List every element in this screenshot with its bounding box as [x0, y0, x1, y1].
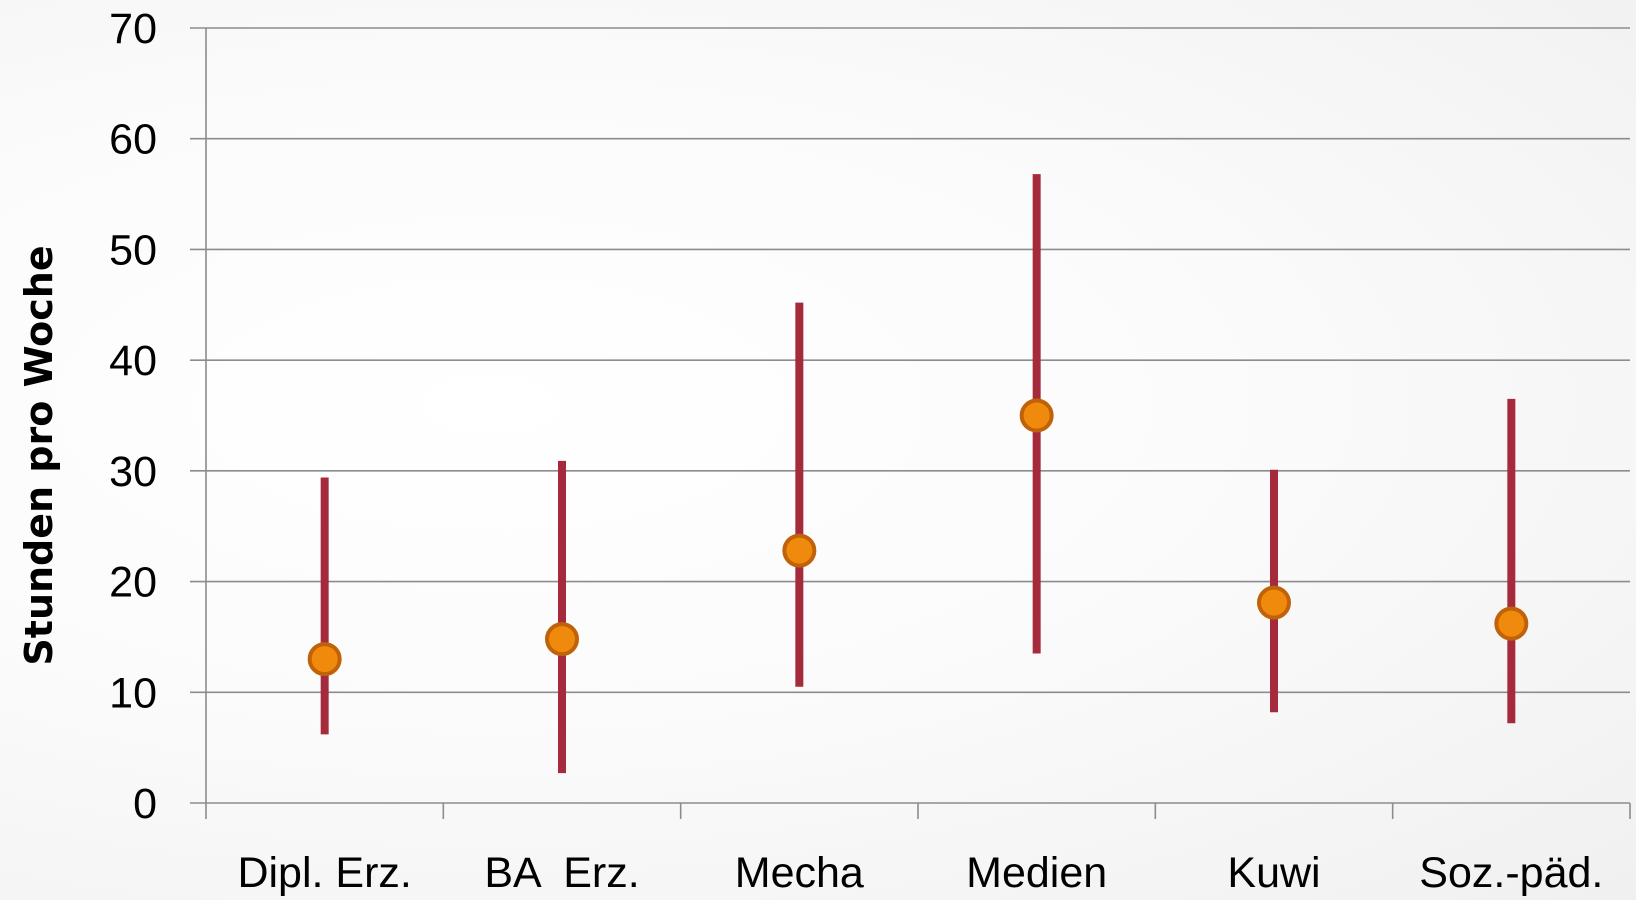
x-tick-label: Kuwi: [1227, 849, 1320, 897]
y-tick-label: 60: [109, 116, 157, 164]
y-tick-label: 70: [109, 5, 157, 53]
x-tick-label: Medien: [966, 849, 1107, 897]
x-tick-labels: Dipl. Erz. BA Erz. Mecha Medien Kuwi Soz.-päd…: [237, 849, 1603, 897]
mean-marker: [1494, 606, 1529, 641]
x-tick-label: Soz.-päd.: [1419, 849, 1603, 897]
y-tick-label: 40: [109, 337, 157, 385]
y-tick-labels: 0 10 20 30 40 50 60 70: [109, 5, 157, 828]
mean-marker: [307, 642, 342, 677]
x-tick-label: BA Erz.: [484, 849, 639, 897]
y-tick-label: 30: [109, 448, 157, 496]
y-axis-title: Stunden pro Woche: [17, 245, 61, 665]
x-tick-label: Dipl. Erz.: [237, 849, 411, 897]
range-lines: [320, 174, 1516, 774]
mean-markers: [307, 398, 1529, 677]
mean-marker: [1257, 585, 1291, 620]
y-tick-label: 20: [109, 559, 157, 607]
mean-marker: [1019, 398, 1054, 433]
mean-marker: [782, 533, 817, 568]
y-tick-label: 0: [133, 780, 157, 828]
gridlines: [190, 27, 1630, 804]
y-tick-label: 50: [109, 226, 157, 274]
mean-marker: [545, 622, 579, 657]
y-tick-label: 10: [109, 669, 157, 717]
x-tick-label: Mecha: [735, 849, 864, 897]
axes: [205, 28, 1631, 819]
